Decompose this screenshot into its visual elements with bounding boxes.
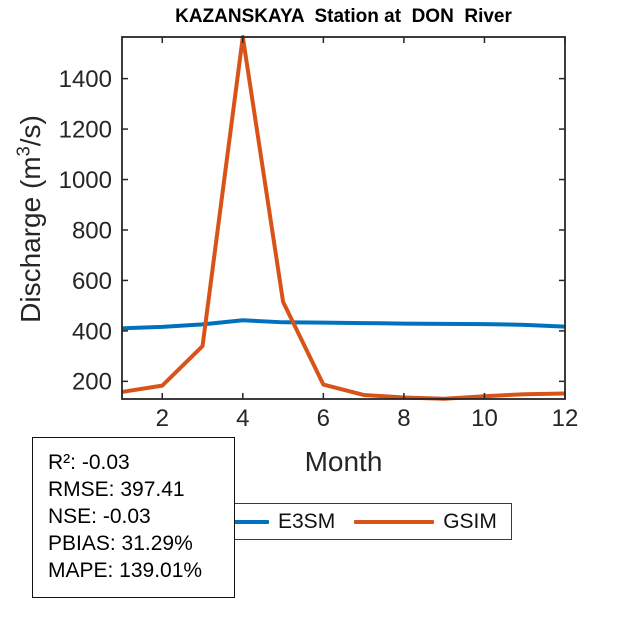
stats-box: R²: -0.03 RMSE: 397.41 NSE: -0.03 PBIAS:… [32, 437, 235, 598]
stat-line-nse: NSE: -0.03 [48, 505, 151, 528]
y-tick-label: 600 [72, 268, 112, 295]
e3sm-legend-label: E3SM [278, 509, 336, 533]
y-tick-label: 1400 [59, 66, 112, 93]
legend-item-gsim: GSIM [335, 510, 497, 534]
stat-line-mape: MAPE: 139.01% [48, 559, 203, 582]
x-tick-label: 12 [552, 405, 579, 432]
chart-title: KAZANSKAYA Station at DON River [175, 6, 512, 27]
e3sm-line [121, 318, 566, 331]
y-axis-label-post: /s) [15, 115, 46, 147]
y-tick-label: 800 [72, 217, 112, 244]
stat-line-r2: R²: -0.03 [48, 451, 130, 474]
y-axis-label-pre: Discharge (m [15, 156, 46, 323]
x-tick-label: 8 [397, 405, 410, 432]
stat-line-pbias: PBIAS: 31.29% [48, 532, 193, 555]
plot-border [121, 36, 566, 400]
y-axis-label: Discharge (m3/s) [13, 38, 46, 400]
y-tick-label: 200 [72, 369, 112, 396]
y-tick-label: 400 [72, 318, 112, 345]
x-tick-label: 10 [471, 405, 498, 432]
gsim-legend-label: GSIM [443, 509, 497, 533]
y-tick-label: 1000 [59, 167, 112, 194]
x-tick-label: 2 [156, 405, 169, 432]
legend: E3SM GSIM [182, 503, 512, 540]
x-axis-label: Month [304, 446, 383, 477]
gsim-line [121, 35, 566, 401]
x-tick-label: 6 [317, 405, 330, 432]
gsim-legend-line-swatch [354, 519, 435, 524]
y-tick-label: 1200 [59, 116, 112, 143]
y-axis-label-sup: 3 [13, 146, 34, 157]
x-tick-label: 4 [236, 405, 249, 432]
stat-line-rmse: RMSE: 397.41 [48, 478, 185, 501]
